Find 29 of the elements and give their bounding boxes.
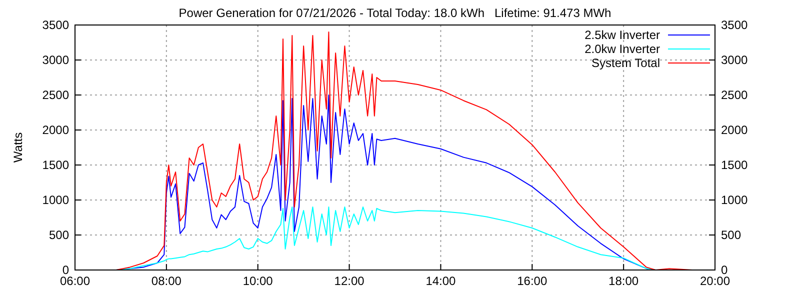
x-tick-label: 14:00	[426, 274, 456, 288]
x-tick-label: 12:00	[334, 274, 365, 288]
y2-tick-label: 3000	[721, 53, 748, 67]
legend-label: 2.0kw Inverter	[584, 42, 660, 56]
y2-tick-label: 1000	[721, 193, 748, 207]
legend-label: System Total	[592, 56, 660, 70]
x-tick-label: 10:00	[242, 274, 274, 288]
y-tick-label: 500	[48, 228, 70, 242]
chart-title: Power Generation for 07/21/2026 - Total Today: 18.0 kWh Lifetime: 91.473 MWh	[178, 6, 612, 20]
y2-tick-label: 0	[721, 263, 728, 277]
x-tick-label: 20:00	[700, 274, 730, 288]
y-tick-label: 1000	[42, 193, 70, 207]
x-tick-label: 16:00	[517, 274, 548, 288]
x-tick-label: 18:00	[608, 274, 639, 288]
y-tick-label: 2500	[42, 88, 70, 102]
y2-tick-label: 500	[721, 228, 742, 242]
x-tick-label: 08:00	[151, 274, 182, 288]
y-axis-title: Watts	[11, 132, 25, 163]
y2-tick-label: 1500	[721, 158, 748, 172]
y2-tick-label: 2500	[721, 88, 748, 102]
y2-tick-label: 3500	[721, 18, 748, 32]
y-tick-label: 1500	[42, 158, 70, 172]
y2-tick-label: 2000	[721, 123, 748, 137]
legend-label: 2.5kw Inverter	[584, 28, 660, 42]
y-tick-label: 3500	[42, 18, 70, 32]
y-tick-label: 0	[62, 263, 70, 277]
y-tick-label: 2000	[42, 123, 70, 137]
y-tick-label: 3000	[42, 53, 70, 67]
x-tick-label: 06:00	[60, 274, 90, 288]
